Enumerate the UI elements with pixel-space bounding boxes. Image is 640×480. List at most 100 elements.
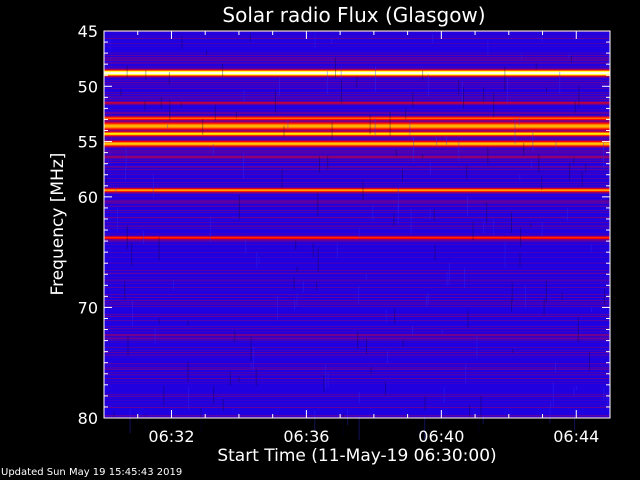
heatmap-texture-mark	[296, 293, 298, 307]
heatmap-row	[104, 244, 610, 245]
heatmap-texture-mark	[314, 410, 316, 433]
heatmap-row	[104, 415, 610, 416]
heatmap-texture-mark	[568, 53, 570, 59]
heatmap-row	[104, 268, 610, 269]
heatmap-row	[104, 324, 610, 325]
heatmap-row	[104, 72, 610, 73]
heatmap-row	[104, 128, 610, 129]
heatmap-row	[104, 131, 610, 132]
heatmap-row	[104, 69, 610, 70]
x-axis: 06:32 06:36 06:40 06:44	[137, 31, 599, 446]
heatmap-row	[104, 218, 610, 219]
heatmap-row	[104, 184, 610, 185]
heatmap-texture-mark	[422, 70, 424, 81]
heatmap-texture-mark	[417, 417, 419, 436]
heatmap-row	[104, 267, 610, 268]
heatmap-texture-mark	[483, 87, 485, 103]
heatmap-row	[104, 164, 610, 165]
heatmap-row	[104, 84, 610, 85]
heatmap-row	[104, 287, 610, 288]
heatmap-row	[104, 206, 610, 207]
heatmap-texture-mark	[603, 142, 604, 169]
heatmap-row	[104, 390, 610, 391]
heatmap-row	[104, 55, 610, 56]
heatmap-row	[104, 195, 610, 196]
heatmap-row	[104, 221, 610, 222]
heatmap-texture-mark	[369, 114, 371, 135]
heatmap-row	[104, 121, 610, 122]
updated-timestamp: Updated Sun May 19 15:45:43 2019	[1, 467, 183, 478]
heatmap-row	[104, 328, 610, 329]
heatmap-row	[104, 412, 610, 413]
heatmap-texture-mark	[429, 209, 431, 220]
heatmap-texture-mark	[234, 330, 236, 343]
heatmap-row	[104, 194, 610, 195]
heatmap-row	[104, 60, 610, 61]
heatmap-texture-mark	[581, 171, 583, 187]
x-axis-label: Start Time (11-May-19 06:30:00)	[217, 446, 496, 466]
heatmap-row	[104, 46, 610, 47]
heatmap-row	[104, 368, 610, 369]
heatmap-row	[104, 143, 610, 144]
heatmap-row	[104, 155, 610, 156]
y-tick-label: 80	[78, 409, 98, 428]
heatmap-row	[104, 38, 610, 39]
heatmap-row	[104, 86, 610, 87]
heatmap-texture-mark	[336, 242, 338, 259]
heatmap-texture-mark	[181, 35, 183, 49]
heatmap-row	[104, 341, 610, 342]
y-tick-label: 45	[78, 22, 98, 41]
heatmap-texture-mark	[523, 143, 525, 156]
heatmap-row	[104, 396, 610, 397]
heatmap-row	[104, 409, 610, 410]
heatmap-texture-mark	[476, 334, 478, 359]
heatmap-row	[104, 384, 610, 385]
heatmap-row	[104, 411, 610, 412]
heatmap-row	[104, 354, 610, 355]
heatmap-row	[104, 272, 610, 273]
heatmap-row	[104, 349, 610, 350]
heatmap-texture-mark	[365, 274, 367, 280]
heatmap-texture-mark	[504, 66, 506, 92]
heatmap-row	[104, 348, 610, 349]
heatmap-row	[104, 255, 610, 256]
heatmap-texture-mark	[107, 157, 109, 165]
heatmap-texture-mark	[464, 267, 466, 289]
heatmap-texture-mark	[358, 285, 360, 304]
heatmap-texture-mark	[335, 57, 336, 79]
heatmap-row	[104, 40, 610, 41]
heatmap-row	[104, 168, 610, 169]
heatmap-texture-mark	[550, 401, 552, 408]
heatmap-row	[104, 180, 610, 181]
heatmap-texture-mark	[115, 187, 117, 194]
heatmap-texture-mark	[432, 33, 434, 44]
heatmap-texture-mark	[327, 371, 329, 387]
heatmap-row	[104, 95, 610, 96]
heatmap-texture-mark	[555, 141, 557, 151]
heatmap-row	[104, 49, 610, 50]
heatmap-row	[104, 202, 610, 203]
heatmap-row	[104, 51, 610, 52]
heatmap-texture-mark	[422, 154, 423, 159]
heatmap-texture-mark	[472, 221, 474, 241]
heatmap-row	[104, 404, 610, 405]
heatmap-row	[104, 292, 610, 293]
heatmap-row	[104, 92, 610, 93]
heatmap-row	[104, 383, 610, 384]
heatmap-texture	[105, 33, 611, 441]
heatmap-row	[104, 165, 610, 166]
heatmap-row	[104, 327, 610, 328]
heatmap-texture-mark	[412, 91, 414, 108]
heatmap-row	[104, 252, 610, 253]
heatmap-row	[104, 284, 610, 285]
heatmap-texture-mark	[436, 137, 438, 146]
heatmap-texture-mark	[296, 266, 298, 273]
y-tick-label: 50	[78, 77, 98, 96]
heatmap-texture-mark	[405, 108, 407, 120]
heatmap-row	[104, 357, 610, 358]
heatmap-texture-mark	[413, 136, 415, 162]
heatmap-row	[104, 291, 610, 292]
heatmap-row	[104, 248, 610, 249]
heatmap-row	[104, 303, 610, 304]
heatmap-texture-mark	[160, 97, 162, 109]
